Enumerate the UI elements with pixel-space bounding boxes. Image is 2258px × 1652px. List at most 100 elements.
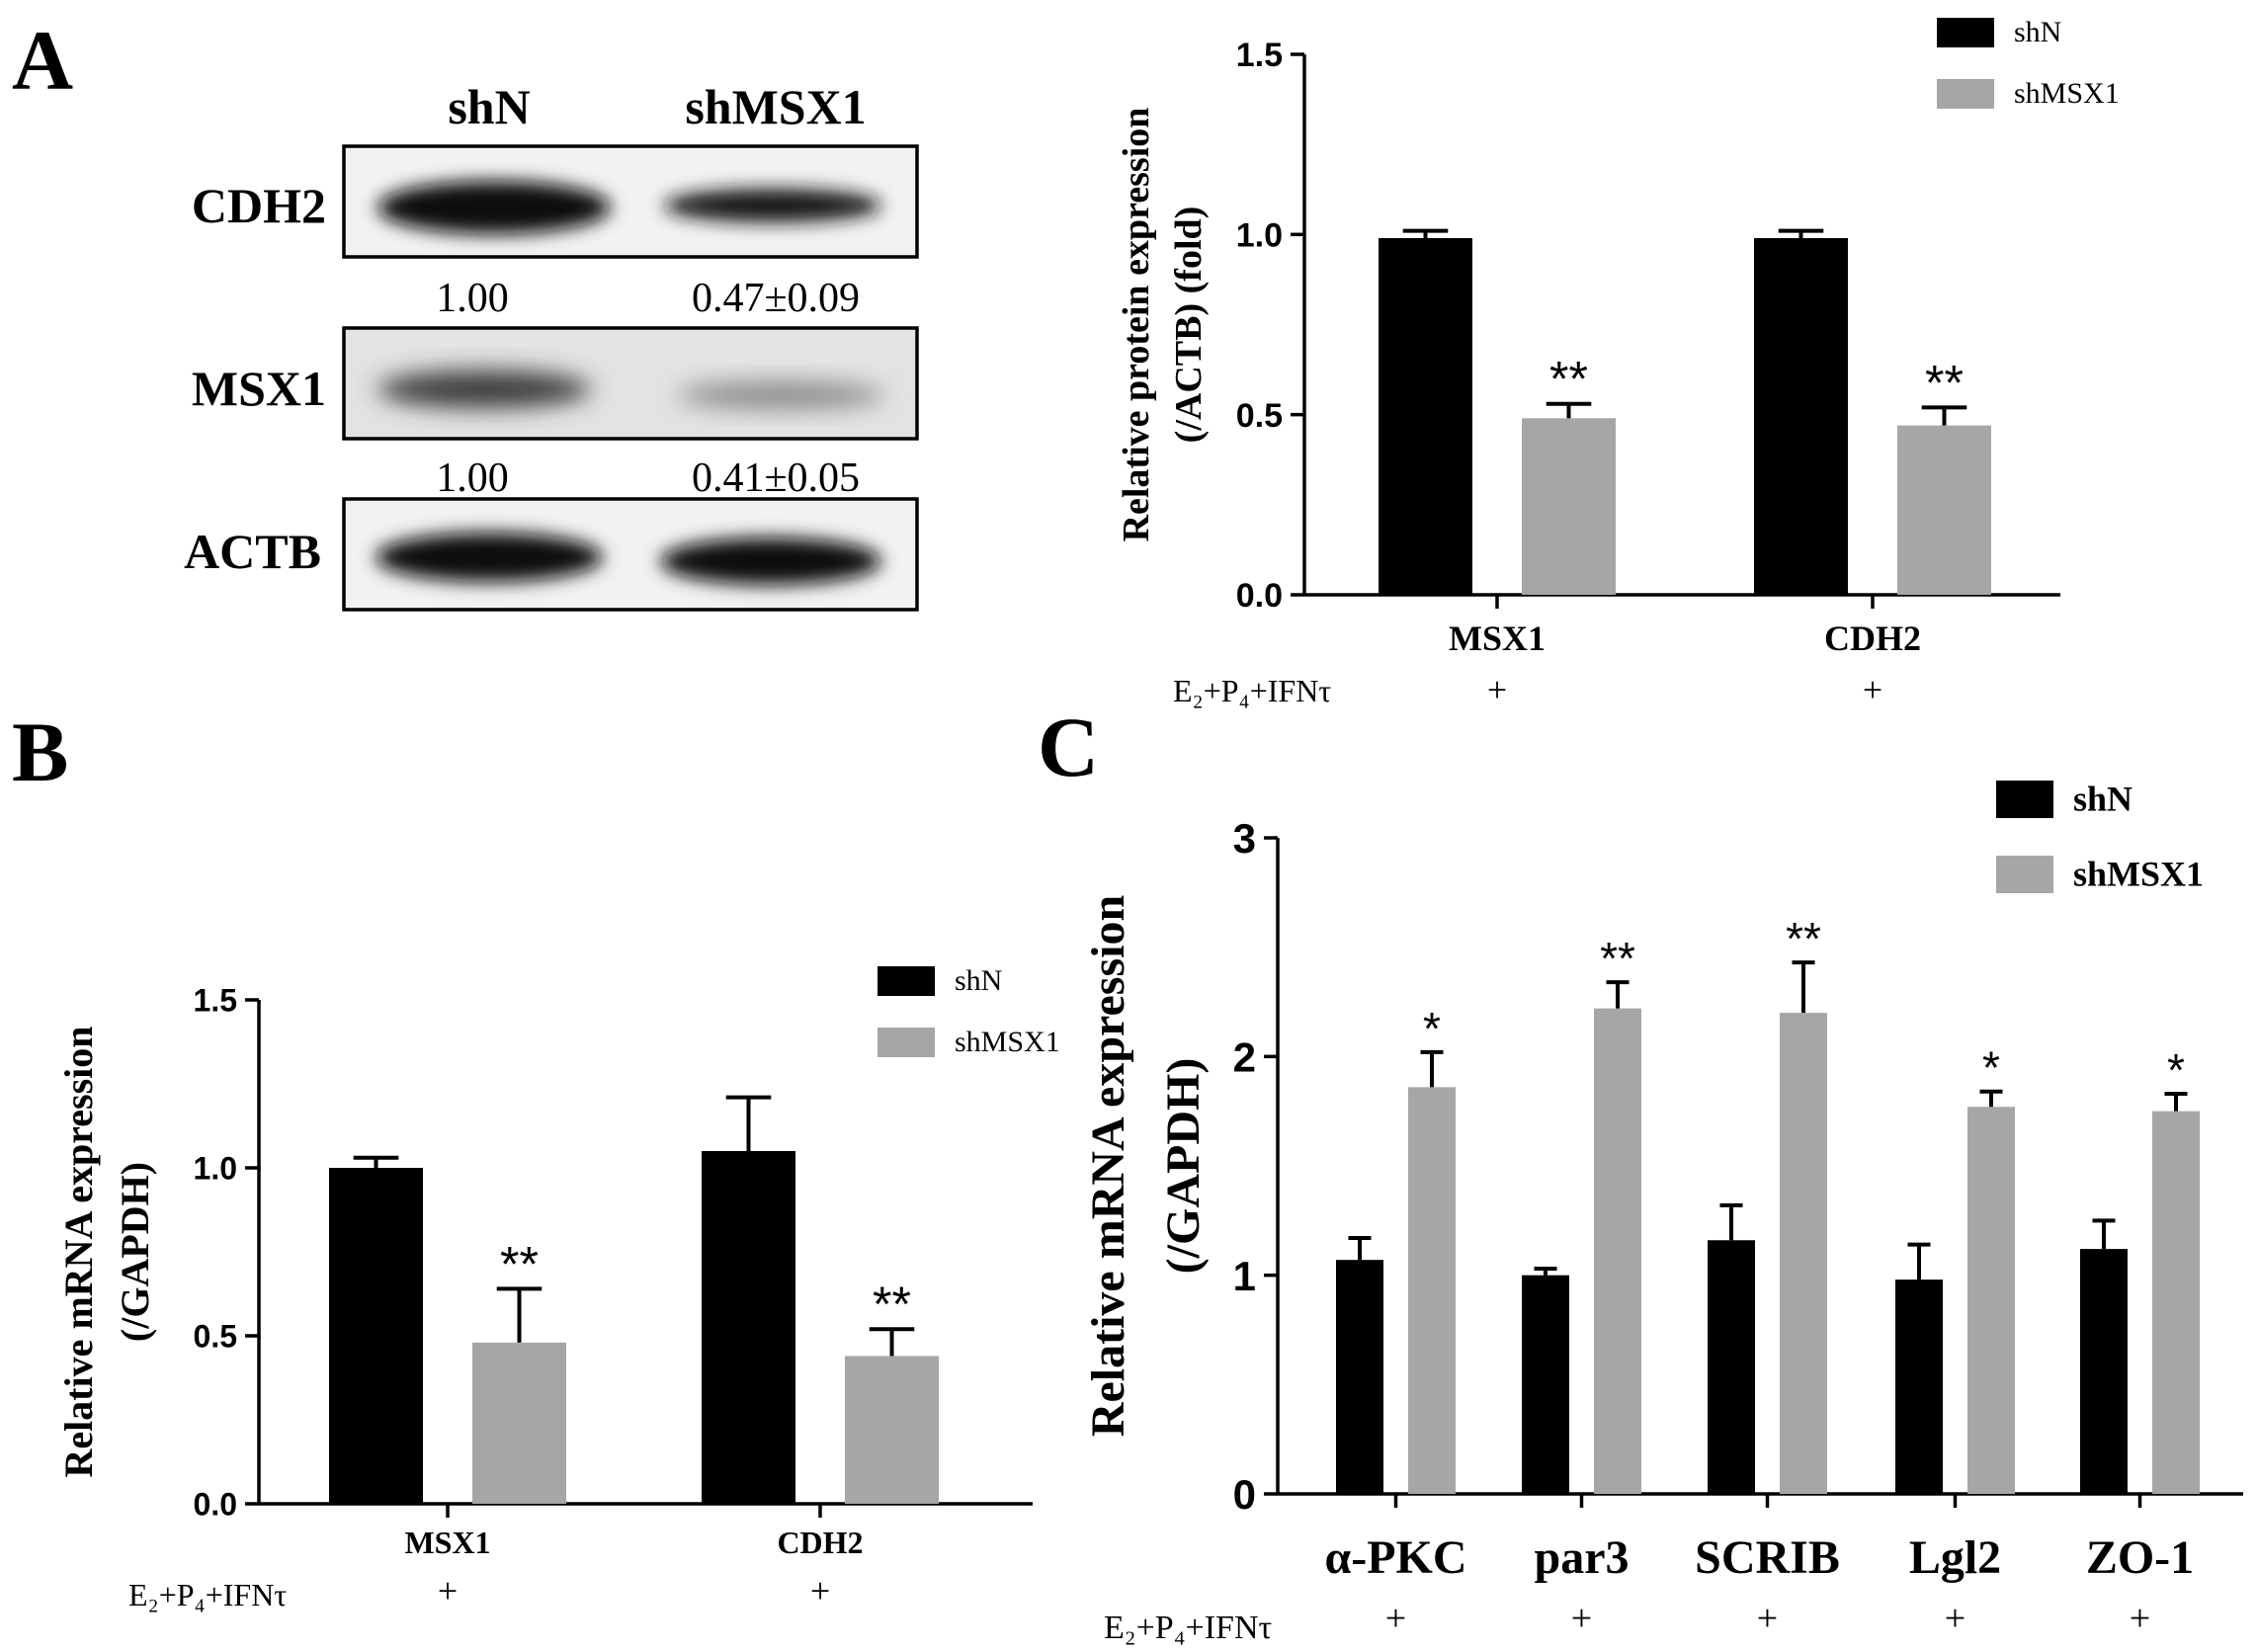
bar-shmsx1-0 [1408, 1087, 1456, 1494]
blot-band-msx1-shmsx1 [677, 381, 884, 409]
treatment-plus: + [1385, 1598, 1406, 1639]
bar-shmsx1-0 [1522, 418, 1616, 595]
bar-shmsx1-0 [472, 1342, 566, 1504]
panel-letter-c: C [1038, 700, 1099, 794]
blot-band-msx1-shn [377, 371, 591, 408]
significance-marker: * [1423, 1003, 1441, 1054]
bar-shn-2 [1708, 1240, 1755, 1494]
x-category-label: MSX1 [404, 1525, 490, 1560]
legend-label-shn: shN [2073, 779, 2133, 818]
blot-quant-cdh2-shn: 1.00 [436, 276, 509, 321]
blot-band-cdh2-shn [377, 181, 611, 234]
y-tick-label: 3 [1233, 815, 1256, 862]
bar-shn-1 [1754, 237, 1848, 596]
y-tick-label: 1.5 [194, 983, 237, 1019]
bar-shmsx1-1 [845, 1356, 939, 1504]
legend-label-shn: shN [2014, 16, 2061, 48]
y-axis-label: (/GAPDH) [113, 1162, 157, 1342]
x-category-label: ZO-1 [2086, 1531, 2194, 1584]
bar-shmsx1-1 [1897, 425, 1991, 595]
significance-marker: * [2167, 1044, 2185, 1096]
significance-marker: ** [1786, 913, 1821, 964]
y-tick-label: 0.5 [1236, 397, 1283, 435]
bar-shmsx1-4 [2152, 1111, 2200, 1494]
western-blot: shN shMSX1 CDH2 1.00 0.47±0.09 MSX1 1.00… [184, 79, 919, 612]
x-category-label: CDH2 [1824, 619, 1921, 658]
y-tick-label: 0.0 [1236, 577, 1283, 615]
blot-row-label-msx1: MSX1 [192, 361, 326, 416]
panel-letter-b: B [12, 704, 68, 799]
y-tick-label: 1 [1233, 1253, 1256, 1299]
treatment-plus: + [1945, 1598, 1965, 1639]
y-axis-label: Relative mRNA expression [56, 1027, 101, 1478]
y-tick-label: 1.5 [1236, 37, 1283, 74]
x-category-label: MSX1 [1449, 619, 1546, 658]
blot-band-actb-shn [376, 533, 603, 582]
legend-swatch-shmsx1 [878, 1028, 935, 1057]
treatment-plus: + [438, 1571, 458, 1611]
significance-marker: ** [500, 1236, 539, 1291]
significance-marker: ** [1600, 933, 1635, 984]
legend-swatch-shmsx1 [1996, 856, 2053, 893]
blot-row-label-actb: ACTB [184, 524, 321, 579]
treatment-plus: + [1487, 670, 1507, 709]
treatment-plus: + [1757, 1598, 1778, 1639]
y-tick-label: 0.0 [194, 1487, 237, 1523]
blot-lane-label-shn: shN [448, 79, 530, 134]
significance-marker: ** [1549, 352, 1588, 407]
x-category-label: α-PKC [1324, 1531, 1466, 1584]
x-category-label: par3 [1535, 1531, 1630, 1584]
bar-shn-0 [1379, 237, 1472, 596]
bar-shn-3 [1895, 1280, 1943, 1494]
x-category-label: CDH2 [777, 1525, 863, 1560]
y-tick-label: 0.5 [194, 1319, 237, 1355]
blot-lane-label-shmsx1: shMSX1 [685, 79, 866, 134]
significance-marker: * [1982, 1042, 2000, 1094]
y-tick-label: 2 [1233, 1033, 1256, 1080]
bar-shn-0 [329, 1168, 423, 1504]
y-axis-label: (/ACTB) (fold) [1168, 206, 1210, 444]
blot-quant-msx1-shn: 1.00 [436, 455, 509, 501]
legend-swatch-shn [1996, 781, 2053, 818]
x-category-label: Lgl2 [1909, 1531, 2001, 1584]
treatment-plus: + [1571, 1598, 1592, 1639]
legend-label-shn: shN [955, 964, 1002, 997]
blot-quant-cdh2-shmsx1: 0.47±0.09 [692, 276, 860, 321]
x-category-label: SCRIB [1695, 1531, 1840, 1584]
treatment-plus: + [810, 1571, 830, 1611]
treatment-label: E₂+P₄+IFNτ [128, 1577, 287, 1612]
legend-label-shmsx1: shMSX1 [955, 1026, 1060, 1058]
bar-shn-4 [2080, 1249, 2128, 1494]
bar-shn-0 [1336, 1260, 1383, 1494]
y-axis-label: (/GAPDH) [1157, 1058, 1210, 1275]
legend-swatch-shn [1937, 18, 1994, 47]
treatment-label: E₂+P₄+IFNτ [1173, 673, 1331, 708]
bar-shn-1 [1522, 1275, 1569, 1494]
blot-row-label-cdh2: CDH2 [192, 178, 326, 233]
treatment-label: E₂+P₄+IFNτ [1104, 1610, 1272, 1646]
y-tick-label: 0 [1233, 1471, 1256, 1518]
bar-shmsx1-3 [1967, 1107, 2015, 1494]
y-tick-label: 1.0 [1236, 217, 1283, 255]
blot-band-actb-shmsx1 [660, 537, 881, 585]
y-axis-label: Relative protein expression [1116, 108, 1157, 542]
chart-a-protein: 0.0 0.5 1.0 1.5 Relative protein expression (… [1116, 16, 2120, 709]
treatment-plus: + [1863, 670, 1882, 709]
significance-marker: ** [873, 1277, 911, 1332]
chart-c-polarity-mrna: 0 1 2 3 Relative mRNA expression (/GAPDH) * α-P… [1082, 779, 2243, 1646]
significance-marker: ** [1925, 355, 1964, 410]
y-tick-label: 1.0 [194, 1151, 237, 1187]
treatment-plus: + [2130, 1598, 2150, 1639]
blot-band-cdh2-shmsx1 [664, 189, 881, 222]
panel-letter-a: A [12, 13, 73, 108]
bar-shn-1 [702, 1151, 795, 1504]
bar-shmsx1-2 [1780, 1013, 1827, 1494]
legend-swatch-shn [878, 966, 935, 996]
y-axis-label: Relative mRNA expression [1082, 895, 1134, 1437]
legend-swatch-shmsx1 [1937, 79, 1994, 109]
legend-label-shmsx1: shMSX1 [2073, 854, 2204, 893]
blot-quant-msx1-shmsx1: 0.41±0.05 [692, 455, 860, 501]
legend-label-shmsx1: shMSX1 [2014, 77, 2120, 110]
